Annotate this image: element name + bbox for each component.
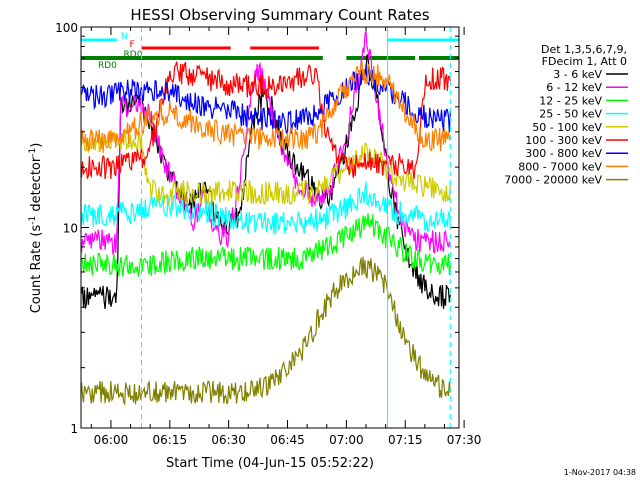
legend-label-2: 12 - 25 keV	[539, 94, 602, 107]
legend-header-1: Det 1,3,5,6,7,9,	[541, 43, 627, 56]
legend-label-1: 6 - 12 keV	[546, 81, 602, 94]
y-axis-label-end: )	[29, 143, 44, 148]
y-tick-label-1: 10	[63, 222, 78, 236]
legend-label-0: 3 - 6 keV	[553, 68, 602, 81]
series-line-8	[80, 256, 451, 406]
legend-header-2: FDecim 1, Att 0	[542, 55, 627, 68]
series-line-1	[80, 30, 451, 256]
x-tick-label-5: 07:15	[388, 433, 423, 447]
legend-label-7: 800 - 7000 keV	[518, 160, 602, 173]
series-line-6	[80, 64, 451, 134]
series-line-7	[80, 60, 451, 153]
x-tick-label-0: 06:00	[94, 433, 129, 447]
legend-label-6: 300 - 800 keV	[525, 147, 602, 160]
x-tick-label-2: 06:30	[211, 433, 246, 447]
legend-label-8: 7000 - 20000 keV	[504, 174, 602, 187]
y-axis-label-sup1: -1	[28, 216, 38, 225]
series-line-2	[80, 213, 451, 277]
legend-label-3: 25 - 50 keV	[539, 108, 602, 121]
x-tick-label-1: 06:15	[153, 433, 188, 447]
y-tick-label-2: 100	[55, 21, 78, 35]
x-tick-label-6: 07:30	[447, 433, 482, 447]
x-axis-label: Start Time (04-Jun-15 05:52:22)	[166, 456, 374, 471]
x-tick-label-4: 07:00	[329, 433, 364, 447]
night-flag-label: N	[121, 32, 128, 42]
y-axis-label-mid: detector	[29, 156, 44, 216]
y-tick-label-0: 1	[70, 422, 78, 436]
y-axis-label-main: Count Rate (s	[29, 225, 44, 314]
y-axis-label-sup2: -1	[28, 148, 38, 157]
legend: Det 1,3,5,6,7,9, FDecim 1, Att 0 3 - 6 k…	[504, 43, 628, 187]
axes-group: 06:00 06:15 06:30 06:45 07:00 07:15 07:30 1 10 10…	[55, 21, 481, 447]
legend-label-4: 50 - 100 keV	[532, 121, 602, 134]
chart-title: HESSI Observing Summary Count Rates	[130, 6, 429, 24]
saa-flag-label-2: RD0	[124, 50, 143, 60]
series-line-4	[80, 130, 451, 207]
data-series-group	[80, 30, 451, 406]
x-tick-label-3: 06:45	[270, 433, 305, 447]
legend-label-5: 100 - 300 keV	[525, 134, 602, 147]
flare-flag-label: F	[130, 40, 135, 50]
saa-flag-label-1: RD0	[98, 61, 117, 71]
series-line-5	[80, 61, 451, 180]
series-line-3	[80, 181, 451, 235]
render-timestamp: 1-Nov-2017 04:38	[564, 468, 636, 477]
y-axis-label: Count Rate (s-1 detector-1)	[28, 143, 44, 314]
